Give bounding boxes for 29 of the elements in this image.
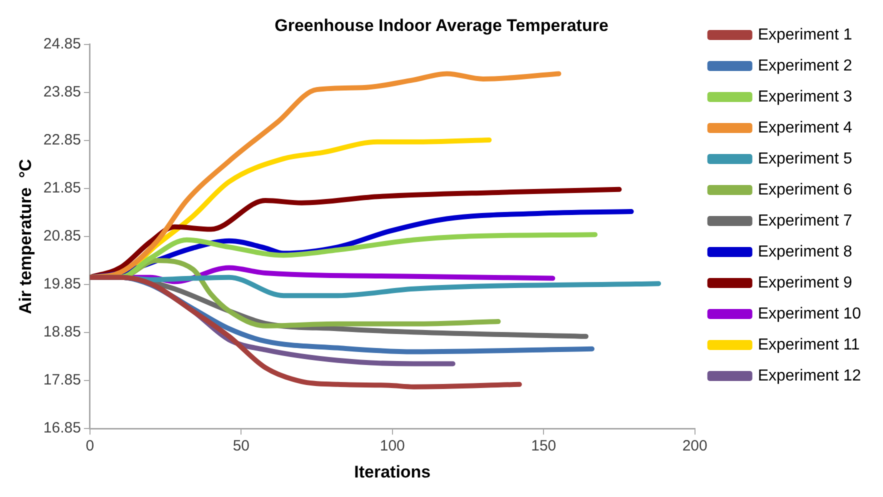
legend-label: Experiment 10 xyxy=(758,305,862,322)
x-axis-title: Iterations xyxy=(354,462,431,482)
legend-label: Experiment 2 xyxy=(758,57,852,74)
x-tick-label: 0 xyxy=(86,438,94,455)
chart-title: Greenhouse Indoor Average Temperature xyxy=(274,16,608,35)
legend-label: Experiment 11 xyxy=(758,336,860,354)
y-tick-label: 23.85 xyxy=(43,84,81,101)
legend-label: Experiment 5 xyxy=(758,150,852,168)
y-tick-label: 22.85 xyxy=(43,132,81,149)
legend-label: Experiment 6 xyxy=(758,181,852,198)
y-tick-label: 19.85 xyxy=(43,276,81,293)
x-tick-label: 200 xyxy=(682,438,708,455)
legend-label: Experiment 9 xyxy=(758,274,852,292)
legend-label: Experiment 3 xyxy=(758,88,852,106)
legend-label: Experiment 12 xyxy=(758,367,862,384)
y-tick-label: 24.85 xyxy=(43,36,81,53)
y-tick-label: 16.85 xyxy=(43,420,81,437)
legend-label: Experiment 4 xyxy=(758,119,852,136)
legend-label: Experiment 7 xyxy=(758,212,852,230)
y-axis-title: Air temperature °C xyxy=(16,158,35,314)
legend-label: Experiment 8 xyxy=(758,243,852,260)
y-tick-label: 20.85 xyxy=(43,228,81,245)
x-tick-label: 150 xyxy=(531,438,556,455)
y-tick-label: 17.85 xyxy=(43,372,81,389)
y-tick-label: 18.85 xyxy=(43,324,81,341)
x-tick-label: 50 xyxy=(232,438,250,455)
y-tick-label: 21.85 xyxy=(43,180,81,197)
legend-label: Experiment 1 xyxy=(758,26,852,44)
x-tick-label: 100 xyxy=(380,438,405,455)
